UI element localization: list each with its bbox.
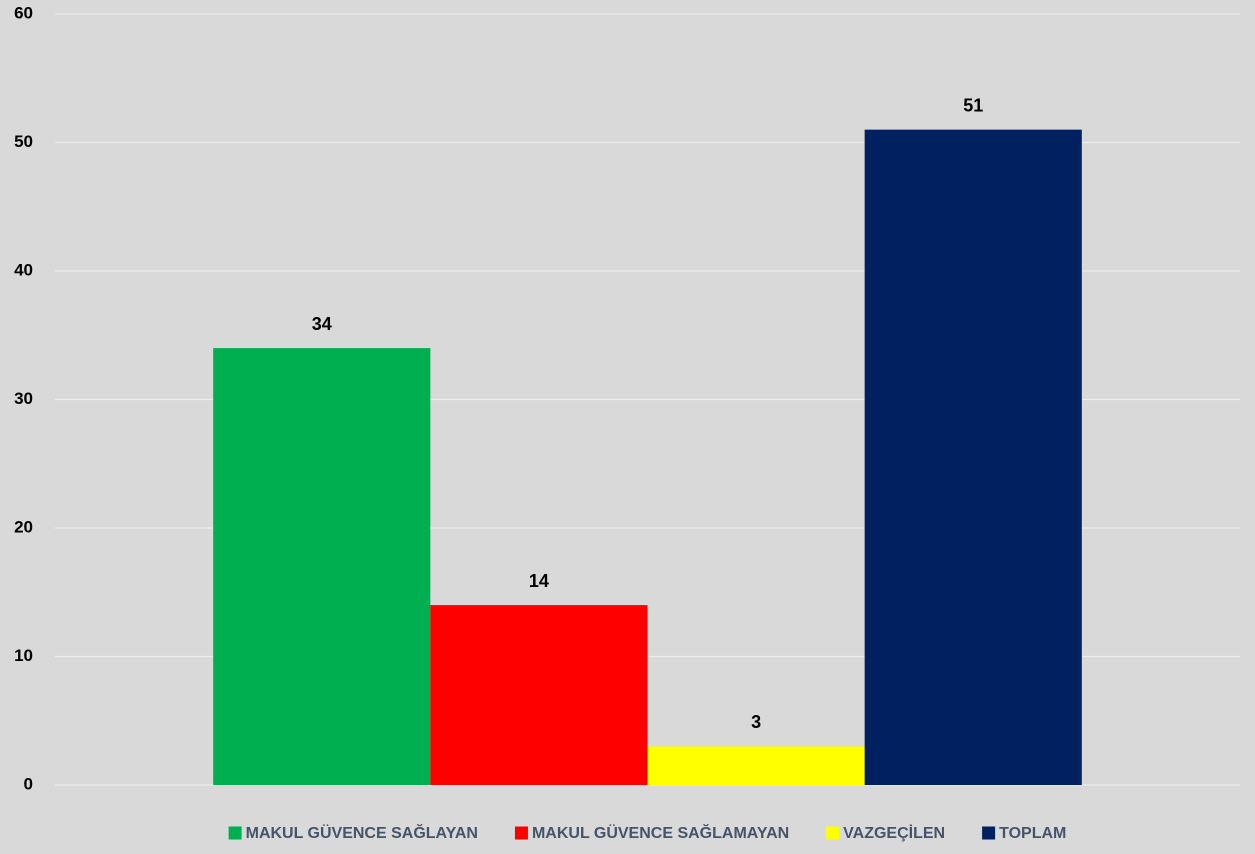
legend-label: TOPLAM xyxy=(999,825,1066,842)
legend-swatch xyxy=(826,826,840,840)
data-label: 51 xyxy=(963,95,983,115)
bar xyxy=(430,605,648,785)
bar xyxy=(647,746,865,785)
y-tick-label: 20 xyxy=(14,517,33,536)
legend-swatch xyxy=(228,826,242,840)
data-label: 3 xyxy=(751,712,761,732)
bar xyxy=(864,129,1082,785)
legend-label: MAKUL GÜVENCE SAĞLAMAYAN xyxy=(532,823,789,842)
legend-label: VAZGEÇİLEN xyxy=(843,824,945,842)
y-tick-label: 40 xyxy=(14,260,33,279)
data-label: 34 xyxy=(312,314,332,334)
y-tick-label: 10 xyxy=(14,646,33,665)
y-tick-label: 50 xyxy=(14,132,33,151)
legend-swatch xyxy=(514,826,528,840)
legend-swatch xyxy=(982,826,996,840)
bar xyxy=(213,348,431,785)
data-label: 14 xyxy=(529,571,549,591)
y-tick-label: 30 xyxy=(14,389,33,408)
y-tick-label: 60 xyxy=(14,3,33,22)
y-tick-label: 0 xyxy=(24,774,33,793)
legend-label: MAKUL GÜVENCE SAĞLAYAN xyxy=(246,823,478,842)
